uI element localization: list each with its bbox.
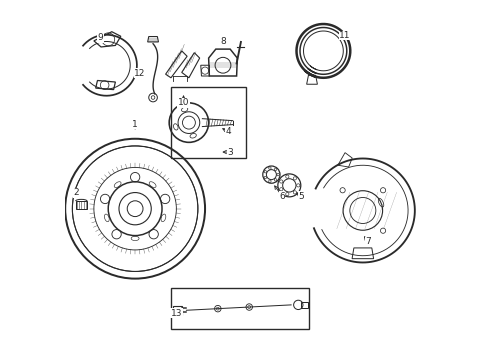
Text: 2: 2 <box>74 188 80 197</box>
Text: 7: 7 <box>365 237 370 246</box>
Bar <box>171 87 246 158</box>
Text: 9: 9 <box>97 33 103 42</box>
Bar <box>171 288 308 329</box>
Text: 5: 5 <box>298 192 304 201</box>
Text: 10: 10 <box>178 98 189 107</box>
Bar <box>76 201 87 209</box>
Text: 8: 8 <box>220 37 225 46</box>
Text: 6: 6 <box>279 192 285 201</box>
Text: 3: 3 <box>227 148 233 157</box>
Text: 11: 11 <box>339 31 350 40</box>
Text: 1: 1 <box>132 120 138 129</box>
Text: 4: 4 <box>225 127 231 136</box>
Text: 12: 12 <box>134 69 145 78</box>
Bar <box>301 302 307 308</box>
Text: 13: 13 <box>170 309 182 318</box>
